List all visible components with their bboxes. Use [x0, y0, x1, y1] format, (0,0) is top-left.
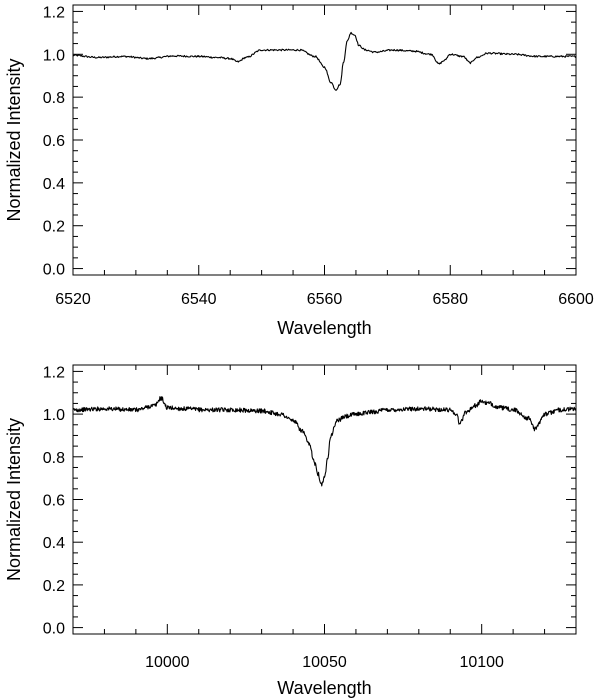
y-tick-label: 0.2	[43, 578, 65, 595]
y-tick-label: 0.8	[43, 450, 65, 467]
y-axis-title: Normalized Intensity	[4, 58, 24, 221]
y-tick-label: 1.2	[43, 4, 65, 21]
y-tick-label: 1.0	[43, 47, 65, 64]
y-tick-label: 0.6	[43, 133, 65, 150]
y-tick-label: 1.2	[43, 364, 65, 381]
y-tick-label: 0.0	[43, 262, 65, 279]
y-tick-label: 0.8	[43, 90, 65, 107]
y-tick-label: 1.0	[43, 407, 65, 424]
x-tick-label: 10100	[459, 654, 504, 671]
x-tick-label: 6540	[181, 291, 217, 308]
x-tick-label: 6600	[558, 291, 594, 308]
bottom-panel: 10000 10050 10100 0.0 0.2 0.4 0.6 0.8 1.0 1.2 Wave…	[4, 364, 577, 698]
x-axis-title: Wavelength	[277, 678, 371, 698]
x-tick-label: 10050	[302, 654, 347, 671]
x-tick-label: 6560	[307, 291, 343, 308]
y-axis-title: Normalized Intensity	[4, 418, 24, 581]
y-tick-label: 0.0	[43, 621, 65, 638]
plot-frame	[72, 4, 577, 276]
x-tick-label: 10000	[145, 654, 190, 671]
spectrum-line	[72, 396, 577, 487]
spectrum-line	[72, 31, 577, 91]
top-panel: 6520 6540 6560 6580 6600 0.0 0.2 0.4 0.6 0.8 1.0 1.…	[4, 4, 594, 338]
x-axis-title: Wavelength	[277, 318, 371, 338]
y-tick-label: 0.4	[43, 535, 65, 552]
x-tick-label: 6520	[55, 291, 91, 308]
y-tick-label: 0.4	[43, 176, 65, 193]
y-tick-label: 0.6	[43, 493, 65, 510]
x-tick-label: 6580	[432, 291, 468, 308]
y-tick-label: 0.2	[43, 219, 65, 236]
